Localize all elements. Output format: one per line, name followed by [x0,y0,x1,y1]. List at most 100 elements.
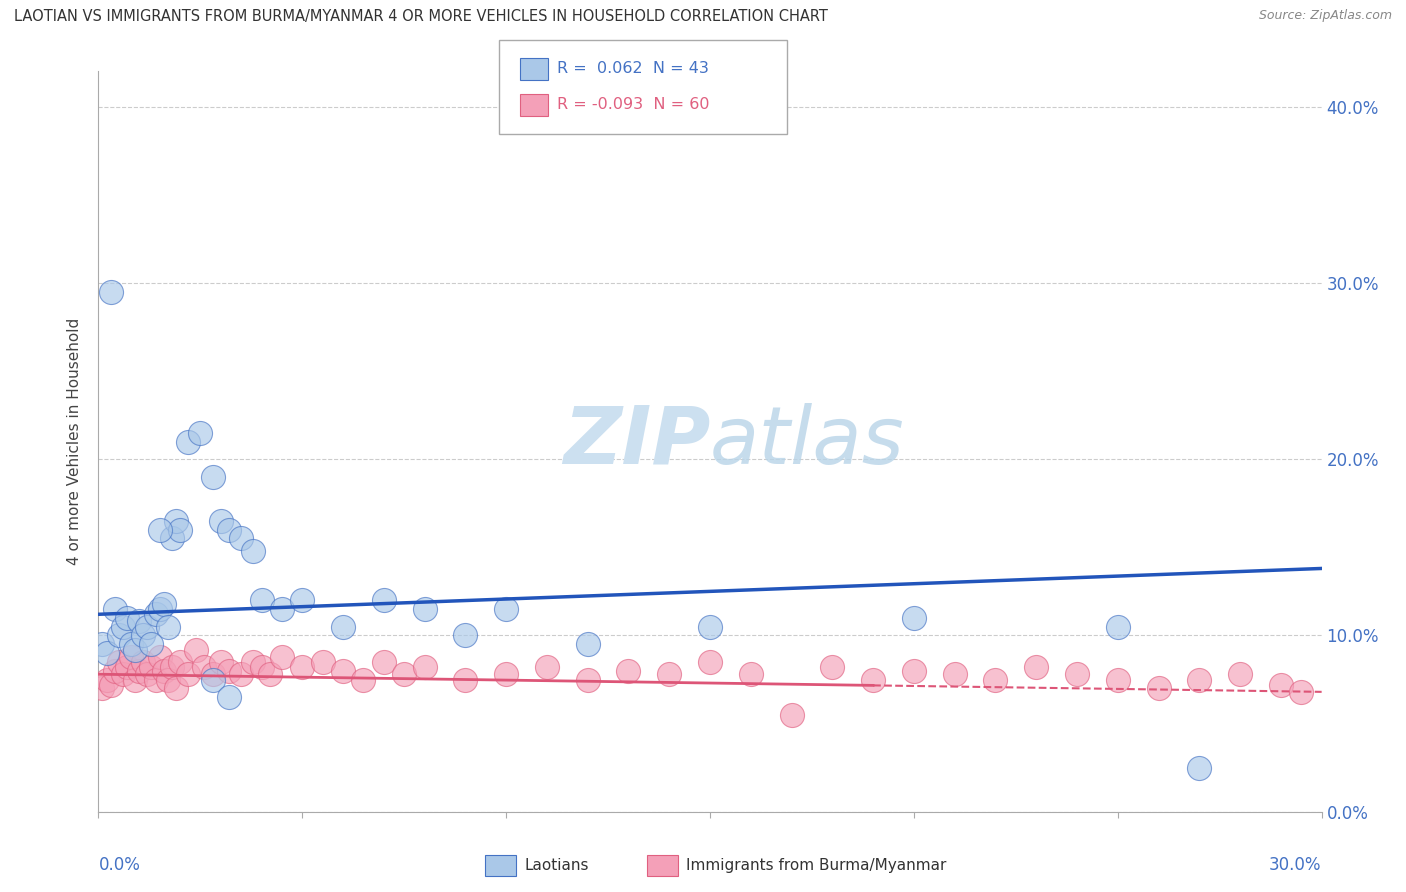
Point [115,611,138,625]
Point [193,660,215,674]
Point [100,678,122,692]
Point [149,523,172,537]
Point [104,664,127,678]
Text: Source: ZipAtlas.com: Source: ZipAtlas.com [1258,9,1392,22]
Point [1270,678,1292,692]
Point [617,664,640,678]
Point [1025,660,1047,674]
Point [1107,619,1129,633]
Y-axis label: 4 or more Vehicles in Household: 4 or more Vehicles in Household [67,318,83,566]
Point [165,681,187,696]
Point [209,655,232,669]
Point [201,673,224,687]
Point [124,642,146,657]
Point [576,673,599,687]
Point [903,664,925,678]
Point [145,607,167,622]
Point [96,646,118,660]
Point [160,532,183,546]
Point [218,690,240,705]
Point [156,673,179,687]
Point [128,664,150,678]
Point [209,514,232,528]
Point [740,667,762,681]
Point [495,667,517,681]
Point [413,602,436,616]
Point [152,664,174,678]
Point [169,523,191,537]
Point [201,470,224,484]
Point [454,673,477,687]
Text: ZIP: ZIP [562,402,710,481]
Point [132,628,155,642]
Point [250,593,273,607]
Point [242,544,264,558]
Point [658,667,681,681]
Point [821,660,844,674]
Point [1188,761,1211,775]
Point [128,615,150,629]
Point [1066,667,1088,681]
Point [120,637,142,651]
Point [100,285,122,299]
Point [332,664,354,678]
Point [104,602,127,616]
Point [156,619,179,633]
Point [291,660,314,674]
Point [120,649,142,664]
Point [984,673,1007,687]
Point [149,602,172,616]
Point [1291,685,1313,699]
Point [332,619,354,633]
Point [124,673,146,687]
Point [231,667,253,681]
Point [177,434,200,449]
Point [96,673,118,687]
Point [1147,681,1170,696]
Point [259,667,281,681]
Point [780,707,803,722]
Point [218,664,240,678]
Point [699,655,721,669]
Point [454,628,477,642]
Point [177,667,200,681]
Point [862,673,884,687]
Point [145,673,167,687]
Point [91,681,114,696]
Point [91,637,114,651]
Text: R = -0.093  N = 60: R = -0.093 N = 60 [557,97,709,112]
Text: Laotians: Laotians [524,858,589,872]
Point [352,673,374,687]
Point [413,660,436,674]
Point [270,602,294,616]
Text: Immigrants from Burma/Myanmar: Immigrants from Burma/Myanmar [686,858,946,872]
Point [115,660,138,674]
Point [392,667,416,681]
Point [373,655,395,669]
Point [108,655,131,669]
Text: R =  0.062  N = 43: R = 0.062 N = 43 [557,62,709,76]
Point [1107,673,1129,687]
Point [141,637,163,651]
Point [149,649,172,664]
Point [160,660,183,674]
Point [1188,673,1211,687]
Point [141,660,163,674]
Point [111,667,134,681]
Point [132,655,155,669]
Point [250,660,273,674]
Point [136,667,159,681]
Point [169,655,191,669]
Point [242,655,264,669]
Text: 0.0%: 0.0% [98,855,141,874]
Text: LAOTIAN VS IMMIGRANTS FROM BURMA/MYANMAR 4 OR MORE VEHICLES IN HOUSEHOLD CORRELA: LAOTIAN VS IMMIGRANTS FROM BURMA/MYANMAR… [14,9,828,24]
Text: atlas: atlas [710,402,905,481]
Point [536,660,558,674]
Point [231,532,253,546]
Point [699,619,721,633]
Point [165,514,187,528]
Point [111,619,134,633]
Point [576,637,599,651]
Point [136,619,159,633]
Point [186,642,208,657]
